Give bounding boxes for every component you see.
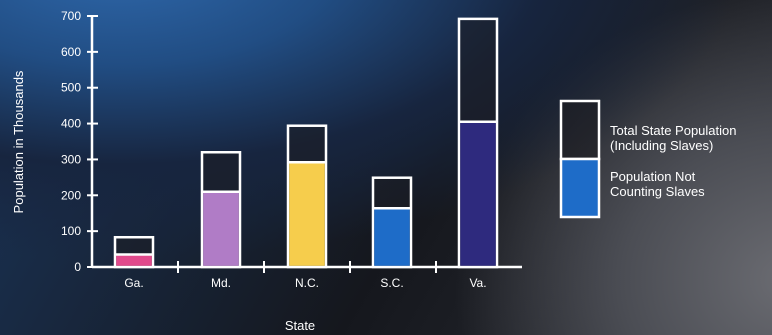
y-tick-label: 300 (61, 152, 81, 166)
x-tick-label: Md. (211, 276, 231, 290)
x-tick-label: Ga. (124, 276, 143, 290)
legend-swatch-not-counting-slaves (559, 157, 601, 219)
y-tick-label: 500 (61, 81, 81, 95)
y-axis-title: Population in Thousands (11, 70, 26, 213)
bar-population-not-counting-slaves (116, 254, 152, 266)
y-tick-label: 600 (61, 45, 81, 59)
legend-label-not-counting-slaves: Population Not (610, 169, 696, 184)
legend-label-total-population: Total State Population (610, 123, 736, 138)
x-tick-label: Va. (469, 276, 486, 290)
x-tick-label: N.C. (295, 276, 319, 290)
x-axis-title: State (285, 318, 315, 333)
bar-population-not-counting-slaves (203, 191, 239, 266)
y-tick-label: 100 (61, 224, 81, 238)
bar-population-not-counting-slaves (460, 121, 496, 266)
x-tick-label: S.C. (380, 276, 403, 290)
y-tick-label: 700 (61, 9, 81, 23)
bar-population-not-counting-slaves (289, 162, 325, 266)
legend-label-not-counting-slaves: Counting Slaves (610, 184, 705, 199)
bar-population-not-counting-slaves (374, 208, 410, 266)
legend-label-total-population: (Including Slaves) (610, 138, 713, 153)
y-tick-label: 0 (74, 260, 81, 274)
y-tick-label: 200 (61, 188, 81, 202)
y-tick-label: 400 (61, 117, 81, 131)
legend-swatch-total-population (559, 99, 601, 161)
